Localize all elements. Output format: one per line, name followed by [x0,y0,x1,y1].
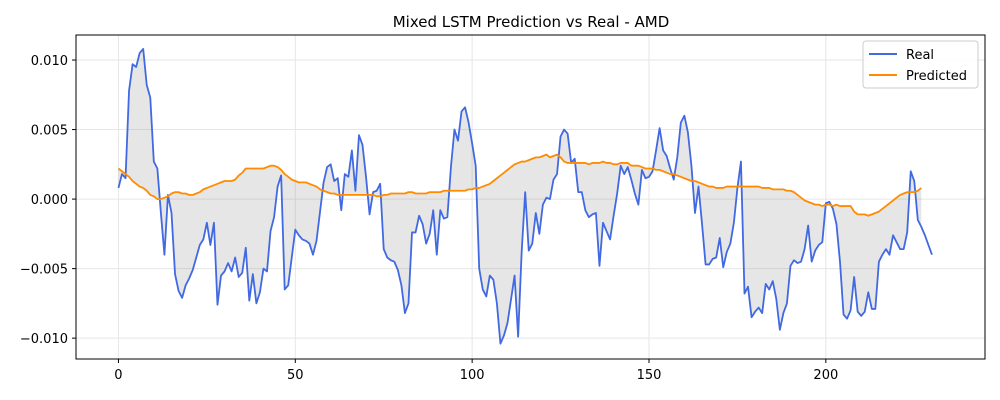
y-tick-label: 0.005 [31,124,68,139]
legend-box [862,40,979,89]
series-line-predicted [117,153,922,217]
x-tick-label: 0 [114,368,122,383]
y-tick-label: −0.010 [20,332,68,347]
chart-title: Mixed LSTM Prediction vs Real - AMD [393,13,670,31]
difference-area [118,48,922,344]
x-tick-label: 150 [637,368,662,383]
series-line-real [117,48,933,345]
x-tick-label: 200 [813,368,838,383]
y-tick-label: 0.010 [31,54,68,69]
y-tick-label: 0.000 [31,193,68,208]
legend: Real Predicted [862,40,979,89]
y-tick-label: −0.005 [20,263,68,278]
x-tick-label: 50 [287,368,304,383]
legend-label-predicted: Predicted [906,69,967,84]
legend-label-real: Real [906,48,934,63]
x-tick-label: 100 [460,368,485,383]
plot-frame [75,34,986,360]
fill-between-area [118,48,922,344]
series-lines [117,48,933,345]
grid [76,35,985,359]
x-axis: 0 50 100 150 200 [114,359,838,383]
y-axis: −0.010 −0.005 0.000 0.005 0.010 [20,54,76,347]
